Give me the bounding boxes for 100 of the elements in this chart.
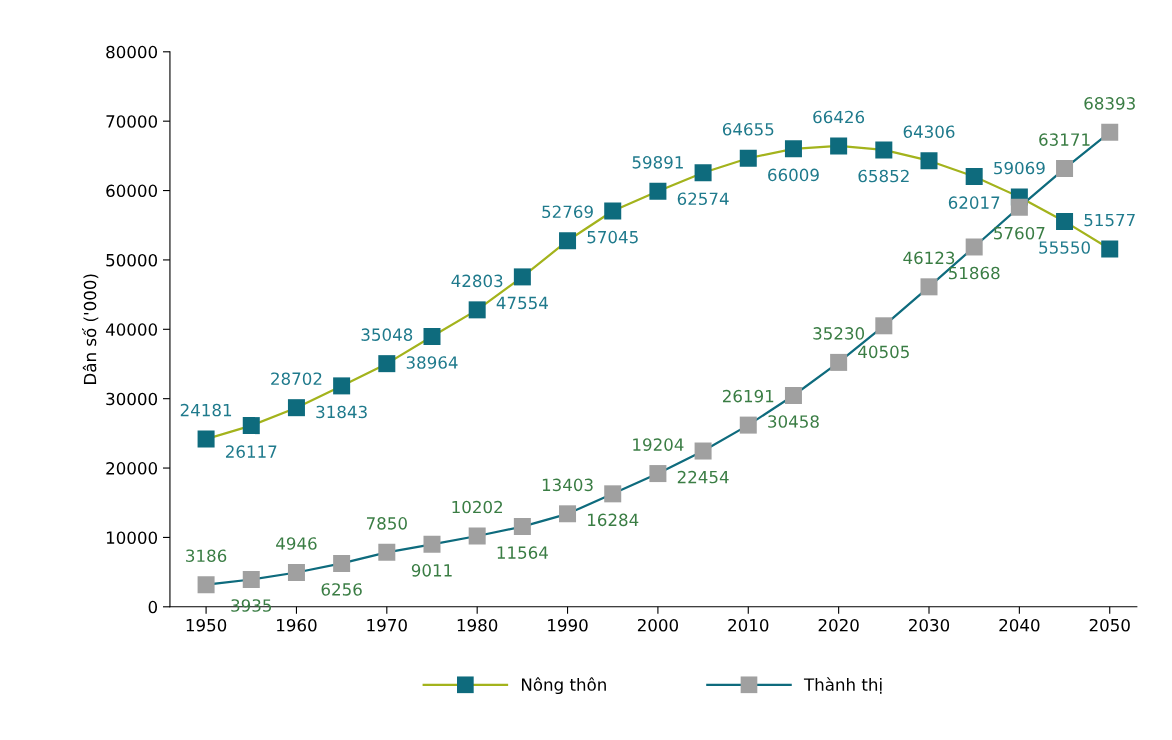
data-label: 26191 <box>722 389 774 403</box>
data-label: 24181 <box>180 403 232 417</box>
x-tick-label: 2030 <box>909 618 950 632</box>
data-label: 59891 <box>632 156 683 169</box>
x-tick-label: 1980 <box>457 618 498 632</box>
legend-label: Nông thôn <box>521 677 606 695</box>
x-tick-label: 2010 <box>728 618 769 632</box>
data-label: 46123 <box>903 251 955 265</box>
point <box>1010 198 1028 216</box>
point <box>513 268 531 286</box>
data-label: 47554 <box>496 296 548 310</box>
data-label: 66426 <box>813 110 865 124</box>
data-label: 35048 <box>361 328 413 341</box>
data-label: 57045 <box>587 230 638 244</box>
legend-label: Thành thị <box>803 677 882 694</box>
data-label: 11564 <box>497 546 548 559</box>
point <box>468 301 486 319</box>
y-tick-label: 80000 <box>106 45 158 59</box>
data-label: 64306 <box>903 125 955 138</box>
point <box>242 417 260 435</box>
point <box>830 137 848 155</box>
data-label: 63171 <box>1039 133 1090 146</box>
y-axis-title: Dân số ('000) <box>82 274 99 384</box>
data-label: 9011 <box>411 564 452 577</box>
point <box>423 327 441 345</box>
data-label: 30458 <box>768 415 819 428</box>
point <box>197 430 215 448</box>
data-label: 57607 <box>994 226 1045 240</box>
point <box>423 535 441 553</box>
y-tick-label: 70000 <box>106 115 158 128</box>
point <box>468 527 486 545</box>
x-tick-label: 2020 <box>818 618 859 632</box>
data-label: 55550 <box>1039 241 1090 254</box>
data-label: 38964 <box>406 356 458 369</box>
data-label: 22454 <box>677 470 729 484</box>
data-label: 52769 <box>542 205 593 219</box>
y-tick-label: 0 <box>148 600 158 614</box>
data-label: 28702 <box>271 372 322 386</box>
point <box>1056 212 1074 230</box>
x-tick-label: 1990 <box>548 618 588 632</box>
point <box>1056 160 1074 178</box>
data-label: 62574 <box>677 192 729 206</box>
point <box>739 416 757 434</box>
point <box>649 182 667 200</box>
data-label: 66009 <box>768 168 819 182</box>
data-label: 42803 <box>451 274 503 288</box>
data-label: 26117 <box>225 445 277 458</box>
point <box>649 465 667 483</box>
point <box>830 353 848 371</box>
point <box>559 505 577 523</box>
point <box>333 554 351 572</box>
x-tick-label: 2050 <box>1089 618 1130 632</box>
data-label: 31843 <box>316 405 367 419</box>
y-tick-label: 20000 <box>106 462 158 475</box>
point <box>965 238 983 256</box>
data-label: 3186 <box>186 549 227 563</box>
data-label: 4946 <box>276 537 317 550</box>
point <box>1101 123 1119 141</box>
point <box>242 571 260 589</box>
x-tick-label: 1970 <box>367 618 407 632</box>
data-label: 64655 <box>722 122 774 136</box>
point <box>287 563 305 581</box>
point <box>559 232 577 250</box>
y-tick-label: 50000 <box>106 253 158 267</box>
point <box>513 518 531 536</box>
data-label: 13403 <box>542 478 593 492</box>
y-tick-label: 40000 <box>105 323 158 336</box>
point <box>875 317 893 335</box>
point <box>694 164 712 182</box>
data-label: 10202 <box>452 500 503 514</box>
point <box>784 140 802 158</box>
data-label: 35230 <box>813 327 865 340</box>
x-tick-label: 2040 <box>999 618 1040 632</box>
data-label: 62017 <box>948 196 1000 209</box>
point <box>333 377 351 395</box>
x-tick-label: 1960 <box>277 618 317 632</box>
point <box>739 149 757 167</box>
point <box>875 141 893 159</box>
x-tick-label: 2000 <box>637 618 679 632</box>
point <box>784 386 802 404</box>
point <box>920 152 938 170</box>
point <box>694 442 712 460</box>
y-tick-label: 60000 <box>106 184 158 198</box>
data-label: 40505 <box>858 345 909 359</box>
data-label: 51577 <box>1084 213 1135 227</box>
data-label: 7850 <box>366 517 407 530</box>
point <box>1101 240 1119 258</box>
point <box>604 202 622 220</box>
data-label: 65852 <box>858 169 909 183</box>
point <box>604 485 622 503</box>
data-label: 59069 <box>994 161 1045 175</box>
data-label: 19204 <box>633 438 684 451</box>
point <box>197 576 215 594</box>
y-tick-label: 30000 <box>106 392 158 406</box>
data-label: 68393 <box>1084 97 1135 110</box>
point <box>287 399 305 417</box>
point <box>965 168 983 186</box>
y-tick-label: 10000 <box>106 531 158 544</box>
point <box>378 543 396 561</box>
data-label: 16284 <box>588 513 639 527</box>
